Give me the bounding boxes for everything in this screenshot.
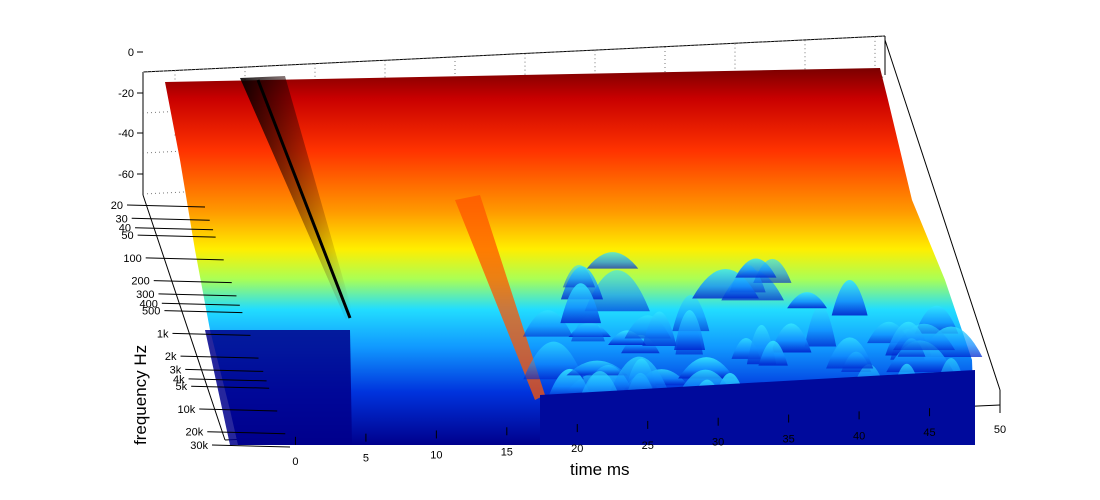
frequency-tick-label: 30 (115, 213, 127, 225)
decay-bump (674, 310, 706, 350)
frequency-tick-mark (164, 310, 243, 314)
frequency-tick-label: 1k (157, 328, 169, 340)
frequency-tick-label: 300 (136, 289, 154, 301)
frequency-tick-mark (137, 234, 216, 238)
frequency-tick-label: 100 (123, 253, 141, 265)
decay-bump (584, 270, 650, 312)
frequency-tick-label: 50 (121, 230, 133, 242)
direct-impulse-line (256, 79, 352, 319)
surface-base (205, 330, 352, 445)
frequency-tick-label: 20 (111, 200, 123, 212)
frequency-tick-label: 4k (173, 374, 185, 386)
frequency-tick-mark (161, 302, 240, 306)
time-tick-label: 30 (712, 437, 724, 449)
time-tick-label: 0 (292, 456, 298, 468)
frequency-tick-mark (188, 378, 267, 382)
frequency-tick-label: 3k (170, 364, 182, 376)
decay-bump (758, 340, 788, 366)
frequency-tick-mark (145, 257, 224, 261)
decay-bump (566, 360, 628, 376)
decay-bump (607, 356, 671, 398)
decay-bump (560, 283, 602, 324)
reflection-ridge (455, 195, 545, 400)
time-tick-label: 15 (501, 446, 513, 458)
axis-edge (142, 35, 886, 73)
decay-bump (770, 323, 812, 353)
frequency-tick-label: 10k (177, 404, 195, 416)
waterfall-surface (165, 68, 983, 445)
decay-bump (562, 264, 596, 288)
frequency-tick-mark (158, 293, 237, 297)
time-axis-ticks: 0 5 10 15 20 25 30 35 40 45 50 (292, 405, 1006, 468)
time-axis-label: time ms (570, 460, 630, 479)
frequency-tick-mark (131, 217, 210, 221)
frequency-tick-mark (191, 385, 270, 389)
decay-bump (735, 258, 777, 278)
time-tick-label: 20 (571, 443, 583, 455)
frequency-tick-label: 40 (119, 223, 131, 235)
decay-bump (642, 311, 677, 347)
time-tick-label: 35 (783, 434, 795, 446)
decay-bump (893, 323, 956, 351)
frequency-tick-label: 5k (176, 381, 188, 393)
decay-bump (678, 357, 735, 379)
frequency-tick-mark (172, 332, 251, 336)
direct-impulse-ridge (240, 76, 352, 320)
z-axis-ticks: 0 -20 -40 -60 (118, 47, 143, 181)
time-tick-label: 25 (642, 440, 654, 452)
surface-floor (540, 370, 975, 445)
frequency-tick-mark (199, 408, 278, 412)
frequency-tick-mark (207, 431, 286, 435)
frequency-tick-label: 2k (165, 351, 177, 363)
z-tick-label: -60 (118, 169, 134, 181)
frequency-axis-label: frequency Hz (131, 345, 150, 445)
frequency-tick-mark (153, 280, 232, 284)
decay-bump (787, 292, 827, 309)
time-tick-label: 40 (853, 430, 865, 442)
frequency-tick-mark (185, 368, 264, 372)
time-tick-label: 50 (994, 424, 1006, 436)
decay-bump (586, 252, 639, 269)
frequency-tick-label: 20k (186, 427, 204, 439)
z-tick-label: -40 (118, 128, 134, 140)
time-tick-label: 5 (363, 453, 369, 465)
frequency-tick-mark (135, 227, 214, 231)
frequency-tick-label: 400 (139, 298, 157, 310)
decay-bump (804, 304, 837, 347)
time-tick-label: 45 (923, 427, 935, 439)
frequency-tick-mark (211, 444, 291, 448)
decay-bump (826, 337, 874, 369)
frequency-tick-mark (126, 204, 206, 208)
z-tick-label: -20 (118, 88, 134, 100)
frequency-tick-label: 200 (131, 276, 149, 288)
decay-bump (547, 368, 592, 399)
axis-edge (884, 39, 1001, 391)
decay-bump (522, 310, 573, 337)
time-tick-label: 10 (430, 449, 442, 461)
frequency-tick-mark (180, 355, 259, 359)
frequency-tick-label: 500 (142, 306, 160, 318)
frequency-tick-label: 30k (190, 440, 208, 452)
decay-bump (831, 279, 868, 316)
z-tick-label: 0 (128, 47, 134, 59)
